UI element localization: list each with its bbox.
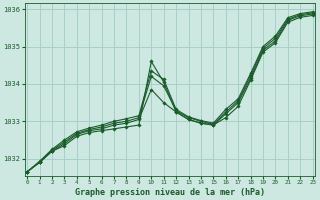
X-axis label: Graphe pression niveau de la mer (hPa): Graphe pression niveau de la mer (hPa) xyxy=(75,188,265,197)
